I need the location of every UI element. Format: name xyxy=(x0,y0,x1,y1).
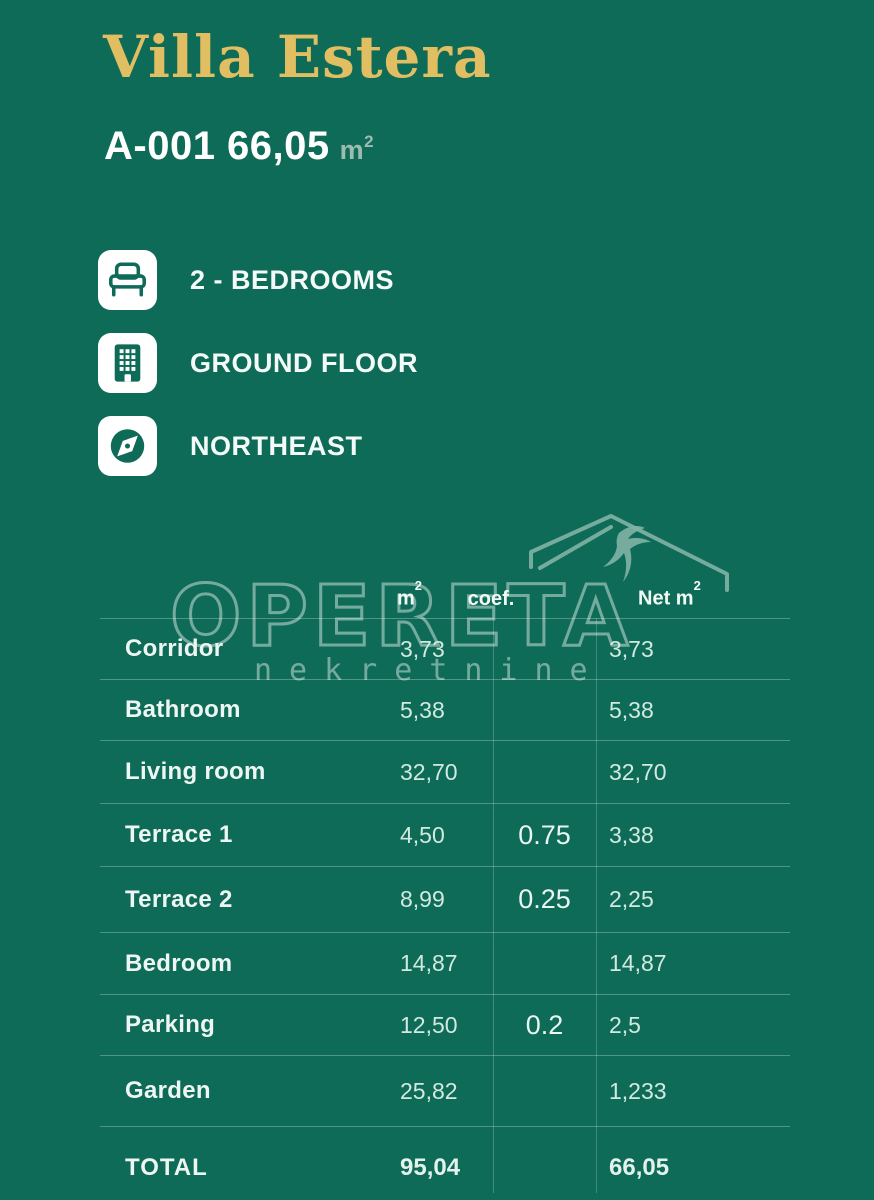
table-row: Parking 12,50 0.2 2,5 xyxy=(100,994,790,1055)
room-name: Terrace 1 xyxy=(125,821,233,848)
column-divider xyxy=(493,618,494,1193)
room-net-m2: 32,70 xyxy=(609,758,667,785)
table-rows: Corridor 3,73 3,73 Bathroom 5,38 5,38 Li… xyxy=(100,618,790,1200)
room-net-m2: 1,233 xyxy=(609,1077,667,1104)
room-net-m2: 2,25 xyxy=(609,886,654,912)
room-area-m2: 3,73 xyxy=(400,635,445,662)
column-divider xyxy=(596,618,597,1193)
feature-label: 2 - BEDROOMS xyxy=(190,264,395,295)
unit-area-unit: m2 xyxy=(339,132,375,165)
room-area-m2: 8,99 xyxy=(400,886,445,912)
feature-floor: GROUND FLOOR xyxy=(98,333,418,393)
room-area-m2: 95,04 xyxy=(400,1154,461,1181)
col-header-m2: m2 xyxy=(397,578,423,610)
table-header: m2 coef. Net m2 xyxy=(100,560,790,618)
col-header-coef: coef. xyxy=(467,588,515,610)
room-name: Bathroom xyxy=(125,696,241,723)
room-net-m2: 14,87 xyxy=(609,950,667,976)
table-row: Garden 25,82 1,233 xyxy=(100,1055,790,1126)
room-net-m2: 5,38 xyxy=(609,696,654,723)
unit-code-text: A-001 66,05 xyxy=(104,124,330,168)
table-row: Corridor 3,73 3,73 xyxy=(100,618,790,679)
room-name: Garden xyxy=(125,1077,211,1104)
room-area-m2: 12,50 xyxy=(400,1011,458,1038)
room-name: TOTAL xyxy=(125,1154,208,1181)
room-name: Terrace 2 xyxy=(125,885,233,913)
room-area-m2: 32,70 xyxy=(400,758,458,785)
room-area-m2: 14,87 xyxy=(400,950,458,976)
feature-bedrooms: 2 - BEDROOMS xyxy=(98,250,394,310)
feature-label: NORTHEAST xyxy=(190,430,363,461)
brand-watermark-text: OPERETA xyxy=(170,575,633,661)
room-area-m2: 4,50 xyxy=(400,821,445,848)
room-name: Corridor xyxy=(125,635,224,662)
room-name: Bedroom xyxy=(125,949,233,977)
table-row: Bathroom 5,38 5,38 xyxy=(100,679,790,740)
room-net-m2: 2,5 xyxy=(609,1011,641,1038)
brand-watermark: OPERETA xyxy=(169,575,633,661)
feature-label: GROUND FLOOR xyxy=(190,347,418,378)
brand-watermark-subtext: nekretnine xyxy=(254,653,605,688)
feature-orientation: NORTHEAST xyxy=(98,416,363,476)
building-icon xyxy=(98,333,157,393)
table-row: TOTAL 95,04 66,05 xyxy=(100,1126,790,1200)
roof-bird-watermark-icon xyxy=(529,514,729,592)
room-net-m2: 3,73 xyxy=(609,635,654,662)
compass-icon xyxy=(98,416,157,476)
table-row: Terrace 2 8,99 0.25 2,25 xyxy=(100,866,790,932)
room-name: Parking xyxy=(125,1011,216,1038)
table-row: Bedroom 14,87 14,87 xyxy=(100,932,790,994)
col-header-net: Net m2 xyxy=(638,578,701,610)
room-area-m2: 25,82 xyxy=(400,1077,458,1104)
area-table: m2 coef. Net m2 Corridor 3,73 3,73 Bathr… xyxy=(100,560,790,1200)
room-area-m2: 5,38 xyxy=(400,696,445,723)
unit-code: A-001 66,05 m2 xyxy=(104,124,374,169)
room-name: Living room xyxy=(125,758,266,785)
table-row: Living room 32,70 32,70 xyxy=(100,740,790,803)
room-coef: 0.25 xyxy=(518,884,571,914)
room-coef: 0.2 xyxy=(525,1009,564,1040)
room-coef: 0.75 xyxy=(518,819,571,850)
page-title: Villa Estera xyxy=(103,23,492,91)
room-net-m2: 66,05 xyxy=(609,1154,670,1181)
bed-icon xyxy=(98,250,157,310)
room-net-m2: 3,38 xyxy=(609,821,654,848)
table-row: Terrace 1 4,50 0.75 3,38 xyxy=(100,803,790,866)
